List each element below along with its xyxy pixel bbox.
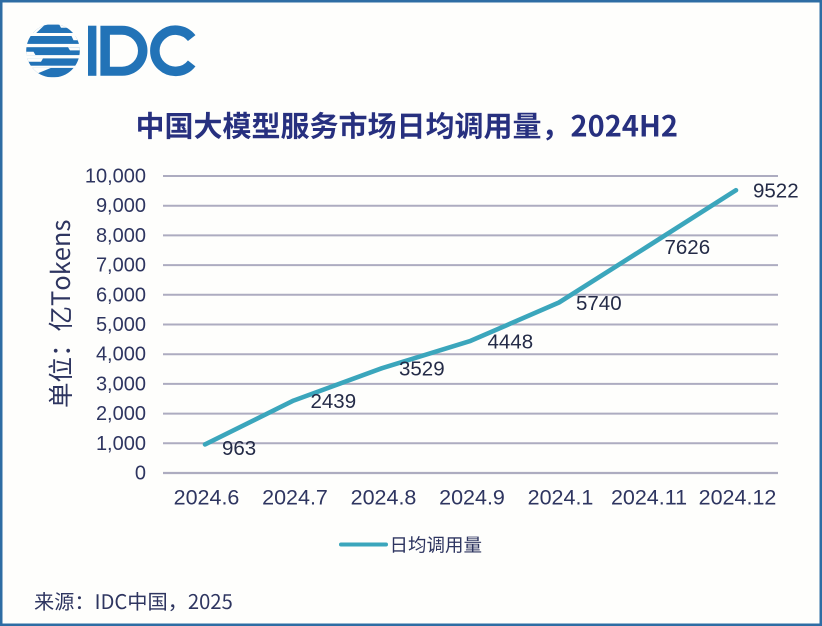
svg-text:9522: 9522: [753, 180, 799, 203]
svg-text:2024.8: 2024.8: [351, 486, 417, 510]
svg-text:2024.12: 2024.12: [699, 486, 777, 510]
svg-text:2024.6: 2024.6: [174, 486, 240, 510]
svg-text:2024.1: 2024.1: [528, 486, 594, 510]
svg-text:963: 963: [222, 437, 256, 460]
svg-text:2024.9: 2024.9: [439, 486, 505, 510]
svg-text:3,000: 3,000: [96, 373, 146, 395]
svg-text:4,000: 4,000: [96, 344, 146, 366]
svg-text:5740: 5740: [576, 292, 622, 315]
svg-text:10,000: 10,000: [85, 166, 146, 188]
svg-text:2,000: 2,000: [96, 403, 146, 425]
svg-text:5,000: 5,000: [96, 314, 146, 336]
svg-text:3529: 3529: [399, 358, 445, 381]
svg-text:4448: 4448: [488, 330, 534, 353]
svg-text:9,000: 9,000: [96, 195, 146, 217]
svg-text:1,000: 1,000: [96, 433, 146, 455]
svg-text:2439: 2439: [311, 390, 357, 413]
svg-text:7,000: 7,000: [96, 255, 146, 277]
svg-text:8,000: 8,000: [96, 225, 146, 247]
svg-text:7626: 7626: [665, 236, 711, 259]
svg-text:2024.11: 2024.11: [611, 486, 687, 510]
svg-text:2024.7: 2024.7: [262, 486, 328, 510]
svg-text:0: 0: [135, 463, 146, 485]
svg-text:6,000: 6,000: [96, 284, 146, 306]
